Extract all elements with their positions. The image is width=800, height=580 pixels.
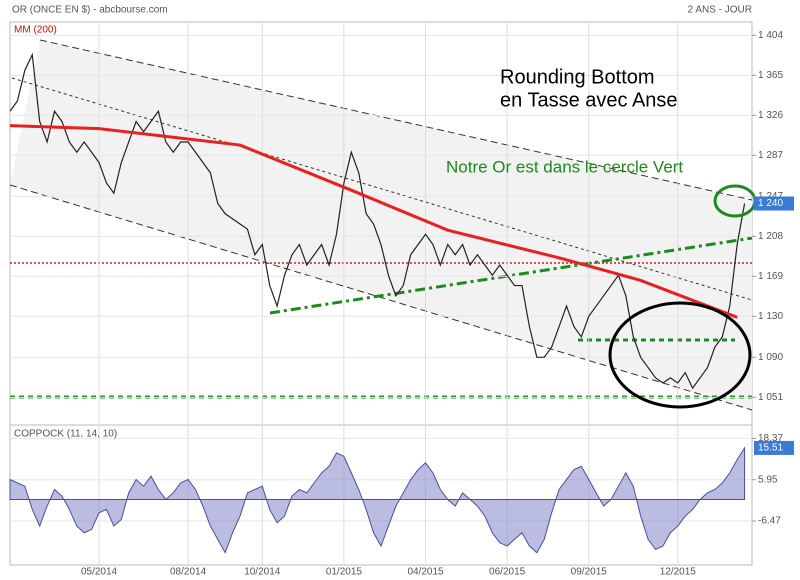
x-tick-label: 04/2015 [407,567,444,578]
x-tick-label: 06/2015 [489,567,526,578]
annotation: Notre Or est dans le cercle Vert [446,157,683,176]
last-value-label: 15.51 [758,443,783,454]
legend-entry: MM (200) [14,25,57,36]
cup-circle [608,301,752,409]
chart-title: OR (ONCE EN $) - abcbourse.com [12,5,168,16]
legend-entry: COPPOCK (11, 14, 10) [14,429,117,440]
neckline [269,236,753,315]
y-tick-label: 1 130 [758,311,783,322]
last-value-box [754,440,794,455]
marks: 05/2014 08/2014 10/2014 01/2015 04/2015 06/20… [9,22,752,578]
y-tick-label: 1 208 [758,231,783,242]
line [9,124,738,319]
last-value-label: 1 240 [758,198,783,209]
y-tick-label: 1 169 [758,271,783,282]
annotation: Rounding Bottom [500,66,655,88]
x-tick-label: 12/2015 [660,567,697,578]
x-tick-label: 09/2015 [571,567,608,578]
y-tick-label: 5.95 [758,474,778,485]
last-value-box [754,196,794,211]
y-tick-label: 1 090 [758,352,783,363]
y-tick-label: 1 404 [758,30,783,41]
channel-line [9,184,753,411]
y-tick-label: 1 051 [758,392,783,403]
y-tick-label: 1 365 [758,70,783,81]
y-tick-label: -6.47 [758,516,781,527]
channel [10,40,752,410]
period: 2 ANS - JOUR [688,5,752,16]
x-tick-label: 05/2014 [81,567,118,578]
y-tick-label: 1 287 [758,150,783,161]
y-tick-label: 1 326 [758,110,783,121]
y-tick-label: 1 247 [758,191,783,202]
annotation: en Tasse avec Anse [500,89,678,111]
y-tick-label: 18.37 [758,433,783,444]
x-tick-label: 08/2014 [170,567,207,578]
x-tick-label: 01/2015 [326,567,363,578]
area [9,446,746,554]
channel-line [39,39,753,201]
x-tick-label: 10/2014 [244,567,281,578]
